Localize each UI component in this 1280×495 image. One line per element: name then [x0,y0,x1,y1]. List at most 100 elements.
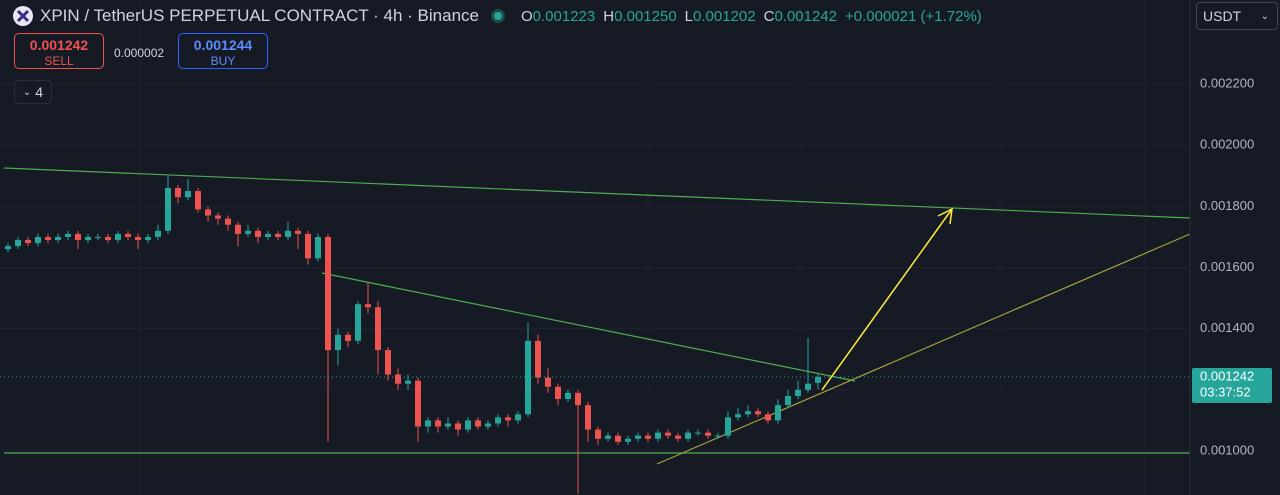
arrow-head [937,207,953,225]
sell-price: 0.001242 [29,37,89,53]
candle-body [745,411,751,415]
candles [0,175,1190,494]
candle-body [185,191,191,198]
candle-body [685,432,691,439]
candle-body [465,420,471,430]
candle-body [715,435,721,437]
candle-body [585,405,591,430]
candle-body [285,230,291,237]
candle-body [605,435,611,439]
candle-body [355,304,361,341]
spread: 0.000002 [114,46,165,60]
candle-body [105,236,111,241]
candle-body [425,420,431,427]
candle-body [645,435,651,439]
candle-body [405,380,411,384]
candle-body [295,230,301,234]
candle-body [665,432,671,436]
buy-price: 0.001244 [193,37,253,53]
countdown: 03:37:52 [1200,384,1251,399]
candle-body [445,423,451,427]
candle-body [135,236,141,241]
candle-body [555,386,561,399]
candle-body [495,417,501,424]
candle-body [375,307,381,351]
indicators-toggle[interactable]: ⌄ 4 [14,80,52,104]
candle-body [85,236,91,241]
candle-body [535,340,541,378]
candle-body [315,236,321,259]
candle-body [705,432,711,436]
candle-body [525,340,531,415]
candle-body [155,230,161,237]
candle-body [595,429,601,439]
ohlc-key: O [521,7,533,25]
candle-body [475,420,481,427]
candle-body [395,374,401,384]
candle-body [575,392,581,406]
candle-body [5,246,11,250]
buy-label: BUY [210,54,236,68]
ohlc-value: 0.001223 [532,7,596,25]
candle-body [205,209,211,216]
candle-body [145,236,151,241]
ohlc-value: 0.001242 [774,7,838,25]
candle-body [515,414,521,421]
candle-body [815,376,821,383]
candle-body [235,224,241,234]
candle-body [415,380,421,427]
candle-body [635,435,641,439]
candle-body [265,233,271,237]
candle-body [655,432,661,439]
ohlc-value: 0.001202 [693,7,756,25]
candle-body [775,405,781,421]
sell-label: SELL [44,54,74,68]
candle-body [385,350,391,375]
ohlc: O0.001223 H0.001250 L0.001202 C0.001242 [513,8,837,25]
y-tick-label: 0.002000 [1200,137,1254,152]
candle-body [75,233,81,241]
candle-body [435,420,441,427]
trendline [656,233,1191,465]
price-axis: 0.0010000.0012000.0014000.0016000.001800… [1192,76,1272,457]
candle-body [765,414,771,421]
trendline [3,167,1191,219]
y-tick-label: 0.001600 [1200,259,1254,274]
candle-body [805,383,811,390]
candle-body [335,334,341,351]
candle-body [625,438,631,442]
candle-body [305,233,311,259]
y-tick-label: 0.002200 [1200,76,1254,91]
candle-body [95,236,101,238]
candle-body [225,218,231,225]
vertical-grid [139,0,1146,495]
y-tick-label: 0.001800 [1200,198,1254,213]
candle-body [65,233,71,237]
buy-button[interactable]: 0.001244 BUY [178,33,268,69]
candle-body [275,233,281,237]
candle-body [15,240,21,247]
currency-select[interactable]: USDT ⌄ [1196,2,1278,30]
sell-button[interactable]: 0.001242 SELL [14,33,104,69]
candle-body [755,411,761,415]
candle-body [675,435,681,439]
y-tick-label: 0.001400 [1200,320,1254,335]
candle-body [165,188,171,231]
candle-body [565,392,571,399]
last-price-label: 0.001242 [1200,368,1254,383]
candle-body [725,417,731,436]
candle-body [115,233,121,241]
drawings [3,167,1191,465]
symbol-icon [13,6,33,26]
candle-body [545,377,551,387]
candle-body [615,435,621,442]
ohlc-key: L [684,7,694,25]
candle-body [45,236,51,241]
last-price-box [1192,367,1272,403]
candle-body [735,414,741,418]
currency: USDT [1203,8,1242,24]
trendline [321,272,856,382]
ohlc-key: C [763,7,775,25]
